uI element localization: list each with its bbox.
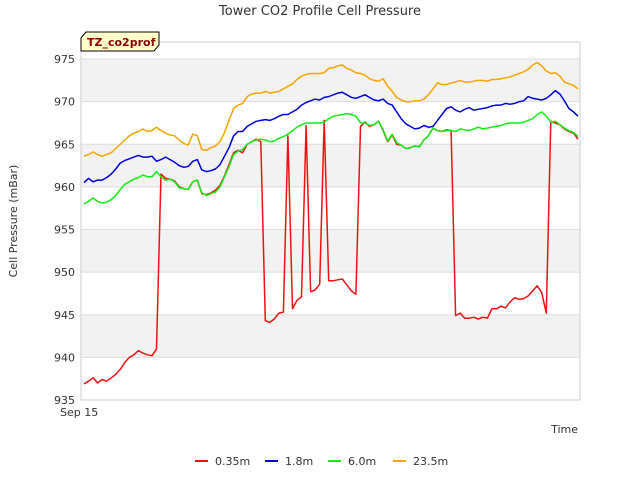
y-tick-label: 965 [54, 138, 75, 151]
x-tick-label: Sep 15 [60, 406, 98, 419]
grid-band [81, 314, 580, 358]
x-axis-label: Time [550, 423, 578, 436]
legend-label-6.0m: 6.0m [348, 455, 376, 468]
legend-label-23.5m: 23.5m [413, 455, 448, 468]
legend: 0.35m 1.8m 6.0m 23.5m [195, 455, 448, 468]
y-tick-label: 945 [54, 309, 75, 322]
series-layer [83, 61, 579, 385]
y-tick-label: 955 [54, 224, 75, 237]
series-line-0.35m [83, 119, 579, 385]
y-tick-label: 940 [54, 351, 75, 364]
plot-background [81, 59, 580, 358]
badge-label: TZ_co2prof [87, 36, 156, 49]
station-badge: TZ_co2prof [80, 31, 160, 52]
series-line-23.5m [83, 61, 579, 157]
series-line-6.0m [83, 111, 579, 205]
grid-band [81, 229, 580, 273]
y-axis-label: Cell Pressure (mBar) [7, 165, 20, 278]
badge-shape [80, 31, 160, 52]
grid-band [81, 144, 580, 187]
legend-label-1.8m: 1.8m [285, 455, 313, 468]
y-tick-label: 935 [54, 394, 75, 407]
y-tick-label: 950 [54, 266, 75, 279]
series-line-1.8m [83, 89, 579, 184]
legend-label-0.35m: 0.35m [215, 455, 250, 468]
plot-frame [80, 41, 581, 401]
y-tick-label: 960 [54, 181, 75, 194]
grid-band [81, 59, 580, 102]
y-tick-label: 970 [54, 96, 75, 109]
chart-title: Tower CO2 Profile Cell Pressure [218, 4, 421, 19]
y-tick-label: 975 [54, 53, 75, 66]
y-tick-labels: 935 940 945 950 955 960 965 970 975 [54, 53, 75, 407]
